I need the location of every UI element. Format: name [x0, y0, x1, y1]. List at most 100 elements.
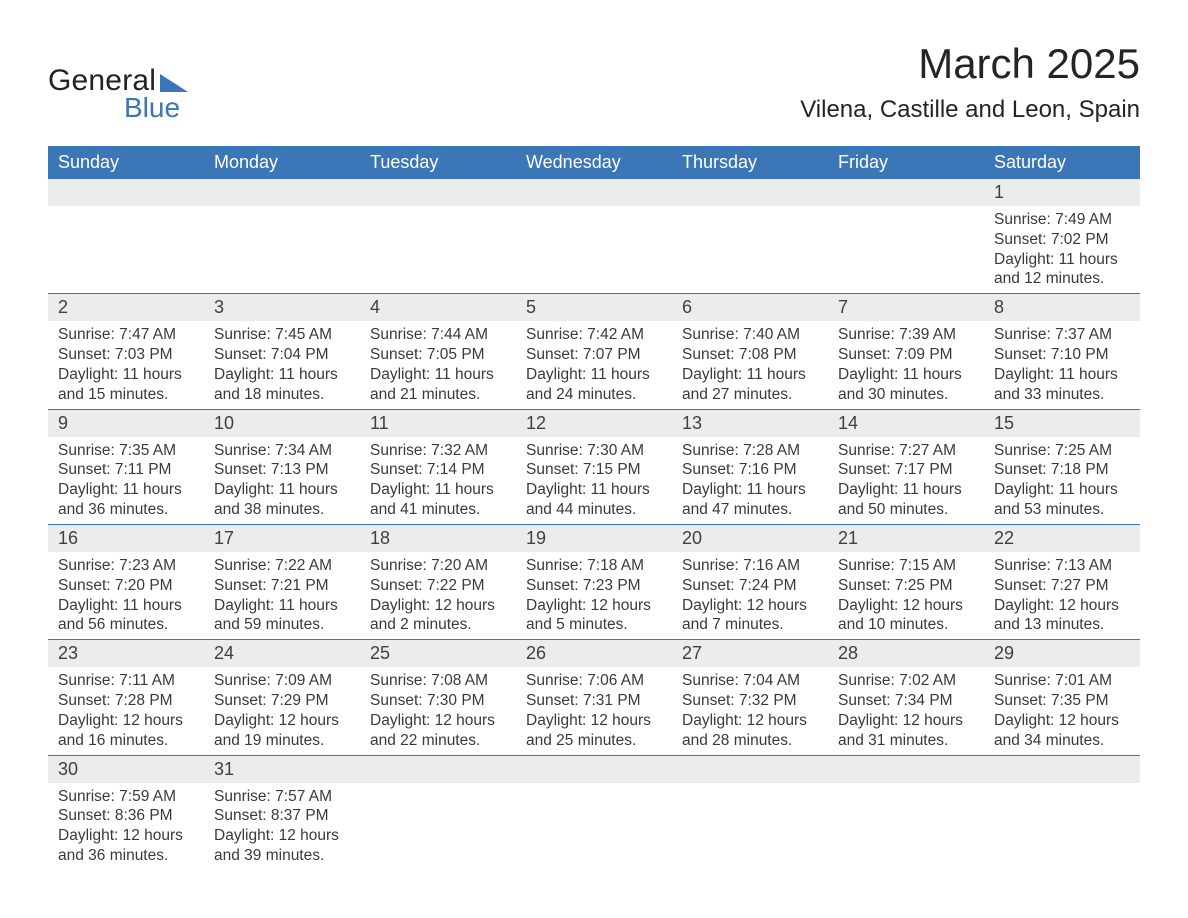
- day-data: Sunrise: 7:45 AMSunset: 7:04 PMDaylight:…: [204, 321, 360, 408]
- sunrise-line: Sunrise: 7:39 AM: [838, 325, 974, 345]
- sunset-line: Sunset: 7:35 PM: [994, 691, 1130, 711]
- calendar-cell: 15Sunrise: 7:25 AMSunset: 7:18 PMDayligh…: [984, 409, 1140, 524]
- sunrise-line: Sunrise: 7:28 AM: [682, 441, 818, 461]
- day-data-empty: [672, 206, 828, 284]
- weekday-header-row: Sunday Monday Tuesday Wednesday Thursday…: [48, 146, 1140, 179]
- day-data: Sunrise: 7:34 AMSunset: 7:13 PMDaylight:…: [204, 437, 360, 524]
- sunset-line: Sunset: 7:30 PM: [370, 691, 506, 711]
- sunset-line: Sunset: 7:10 PM: [994, 345, 1130, 365]
- day-number: 2: [48, 294, 204, 321]
- daylight-line: Daylight: 12 hours and 10 minutes.: [838, 596, 974, 636]
- sunrise-line: Sunrise: 7:22 AM: [214, 556, 350, 576]
- day-number: 13: [672, 410, 828, 437]
- day-data: Sunrise: 7:40 AMSunset: 7:08 PMDaylight:…: [672, 321, 828, 408]
- daylight-line: Daylight: 12 hours and 5 minutes.: [526, 596, 662, 636]
- daylight-line: Daylight: 11 hours and 44 minutes.: [526, 480, 662, 520]
- day-data: Sunrise: 7:06 AMSunset: 7:31 PMDaylight:…: [516, 667, 672, 754]
- day-number: 16: [48, 525, 204, 552]
- weekday-header: Thursday: [672, 146, 828, 179]
- calendar-cell: 14Sunrise: 7:27 AMSunset: 7:17 PMDayligh…: [828, 409, 984, 524]
- calendar-cell: [48, 179, 204, 294]
- daylight-line: Daylight: 11 hours and 24 minutes.: [526, 365, 662, 405]
- day-number: 21: [828, 525, 984, 552]
- sunset-line: Sunset: 7:31 PM: [526, 691, 662, 711]
- sunrise-line: Sunrise: 7:15 AM: [838, 556, 974, 576]
- sunset-line: Sunset: 7:17 PM: [838, 460, 974, 480]
- daylight-line: Daylight: 12 hours and 25 minutes.: [526, 711, 662, 751]
- brand-word2: Blue: [124, 92, 188, 124]
- calendar-cell: [828, 755, 984, 870]
- day-data: Sunrise: 7:32 AMSunset: 7:14 PMDaylight:…: [360, 437, 516, 524]
- sunset-line: Sunset: 7:34 PM: [838, 691, 974, 711]
- calendar-cell: 20Sunrise: 7:16 AMSunset: 7:24 PMDayligh…: [672, 524, 828, 639]
- day-data: Sunrise: 7:23 AMSunset: 7:20 PMDaylight:…: [48, 552, 204, 639]
- day-data: Sunrise: 7:28 AMSunset: 7:16 PMDaylight:…: [672, 437, 828, 524]
- day-data-empty: [516, 206, 672, 284]
- sunrise-line: Sunrise: 7:35 AM: [58, 441, 194, 461]
- sunrise-line: Sunrise: 7:42 AM: [526, 325, 662, 345]
- sunrise-line: Sunrise: 7:25 AM: [994, 441, 1130, 461]
- day-number: 27: [672, 640, 828, 667]
- day-data: Sunrise: 7:01 AMSunset: 7:35 PMDaylight:…: [984, 667, 1140, 754]
- daylight-line: Daylight: 12 hours and 19 minutes.: [214, 711, 350, 751]
- sunrise-line: Sunrise: 7:18 AM: [526, 556, 662, 576]
- month-title: March 2025: [800, 40, 1140, 88]
- day-data-empty: [828, 206, 984, 284]
- sunset-line: Sunset: 7:28 PM: [58, 691, 194, 711]
- day-data: Sunrise: 7:18 AMSunset: 7:23 PMDaylight:…: [516, 552, 672, 639]
- day-number: 26: [516, 640, 672, 667]
- calendar-cell: 29Sunrise: 7:01 AMSunset: 7:35 PMDayligh…: [984, 640, 1140, 755]
- day-number: 17: [204, 525, 360, 552]
- day-data: Sunrise: 7:25 AMSunset: 7:18 PMDaylight:…: [984, 437, 1140, 524]
- calendar-cell: 2Sunrise: 7:47 AMSunset: 7:03 PMDaylight…: [48, 294, 204, 409]
- day-number-empty: [672, 179, 828, 206]
- day-number: 29: [984, 640, 1140, 667]
- calendar-cell: 28Sunrise: 7:02 AMSunset: 7:34 PMDayligh…: [828, 640, 984, 755]
- day-data-empty: [48, 206, 204, 284]
- daylight-line: Daylight: 12 hours and 2 minutes.: [370, 596, 506, 636]
- daylight-line: Daylight: 12 hours and 16 minutes.: [58, 711, 194, 751]
- calendar-cell: 13Sunrise: 7:28 AMSunset: 7:16 PMDayligh…: [672, 409, 828, 524]
- sunset-line: Sunset: 7:11 PM: [58, 460, 194, 480]
- daylight-line: Daylight: 11 hours and 27 minutes.: [682, 365, 818, 405]
- day-data: Sunrise: 7:16 AMSunset: 7:24 PMDaylight:…: [672, 552, 828, 639]
- daylight-line: Daylight: 12 hours and 34 minutes.: [994, 711, 1130, 751]
- calendar-cell: 5Sunrise: 7:42 AMSunset: 7:07 PMDaylight…: [516, 294, 672, 409]
- sunset-line: Sunset: 7:18 PM: [994, 460, 1130, 480]
- sunrise-line: Sunrise: 7:13 AM: [994, 556, 1130, 576]
- calendar-row: 2Sunrise: 7:47 AMSunset: 7:03 PMDaylight…: [48, 294, 1140, 409]
- calendar-cell: 23Sunrise: 7:11 AMSunset: 7:28 PMDayligh…: [48, 640, 204, 755]
- day-number: 5: [516, 294, 672, 321]
- sunset-line: Sunset: 7:02 PM: [994, 230, 1130, 250]
- day-number: 23: [48, 640, 204, 667]
- daylight-line: Daylight: 11 hours and 15 minutes.: [58, 365, 194, 405]
- day-number-empty: [828, 756, 984, 783]
- triangle-icon: [160, 74, 188, 92]
- calendar-cell: 30Sunrise: 7:59 AMSunset: 8:36 PMDayligh…: [48, 755, 204, 870]
- sunset-line: Sunset: 7:24 PM: [682, 576, 818, 596]
- day-number: 7: [828, 294, 984, 321]
- calendar-cell: 17Sunrise: 7:22 AMSunset: 7:21 PMDayligh…: [204, 524, 360, 639]
- sunset-line: Sunset: 7:14 PM: [370, 460, 506, 480]
- calendar-cell: 18Sunrise: 7:20 AMSunset: 7:22 PMDayligh…: [360, 524, 516, 639]
- day-data: Sunrise: 7:59 AMSunset: 8:36 PMDaylight:…: [48, 783, 204, 870]
- day-number: 4: [360, 294, 516, 321]
- day-data: Sunrise: 7:15 AMSunset: 7:25 PMDaylight:…: [828, 552, 984, 639]
- calendar-row: 30Sunrise: 7:59 AMSunset: 8:36 PMDayligh…: [48, 755, 1140, 870]
- daylight-line: Daylight: 11 hours and 50 minutes.: [838, 480, 974, 520]
- calendar-row: 1Sunrise: 7:49 AMSunset: 7:02 PMDaylight…: [48, 179, 1140, 294]
- daylight-line: Daylight: 12 hours and 13 minutes.: [994, 596, 1130, 636]
- calendar-cell: [360, 179, 516, 294]
- day-data: Sunrise: 7:27 AMSunset: 7:17 PMDaylight:…: [828, 437, 984, 524]
- day-data: Sunrise: 7:35 AMSunset: 7:11 PMDaylight:…: [48, 437, 204, 524]
- day-number: 11: [360, 410, 516, 437]
- sunset-line: Sunset: 7:09 PM: [838, 345, 974, 365]
- sunrise-line: Sunrise: 7:30 AM: [526, 441, 662, 461]
- brand-logo: General Blue: [48, 64, 188, 124]
- calendar-cell: 16Sunrise: 7:23 AMSunset: 7:20 PMDayligh…: [48, 524, 204, 639]
- day-number-empty: [360, 756, 516, 783]
- sunrise-line: Sunrise: 7:32 AM: [370, 441, 506, 461]
- sunrise-line: Sunrise: 7:27 AM: [838, 441, 974, 461]
- calendar-table: Sunday Monday Tuesday Wednesday Thursday…: [48, 146, 1140, 870]
- daylight-line: Daylight: 12 hours and 31 minutes.: [838, 711, 974, 751]
